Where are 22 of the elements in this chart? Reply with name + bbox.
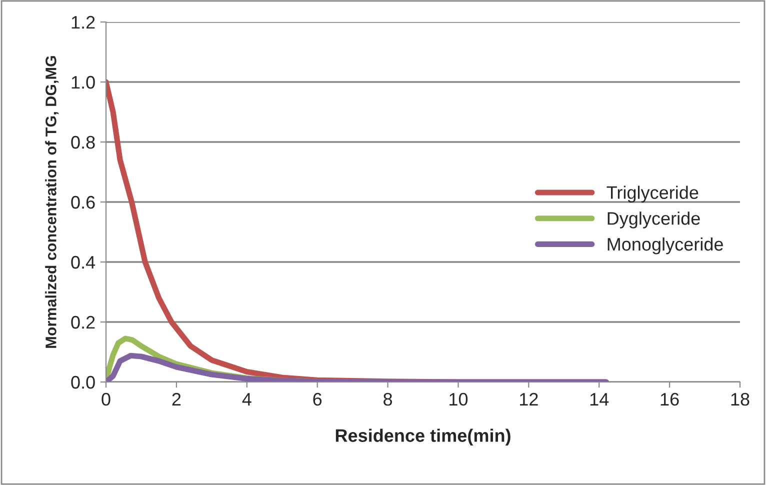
x-tick-label: 6 [313, 392, 322, 406]
legend-label: Monoglyceride [608, 237, 723, 254]
legend-label: Dyglyceride [608, 212, 700, 228]
y-tick-label: 0.6 [71, 196, 95, 209]
x-tick-label: 18 [731, 392, 750, 406]
y-tick-label: 1.2 [72, 16, 95, 29]
x-tick-label: 4 [242, 393, 252, 406]
x-tick-label: 2 [172, 392, 181, 406]
y-tick-label: 0.4 [71, 256, 96, 269]
y-tick-label: 0.8 [71, 136, 95, 149]
x-tick-label: 14 [590, 393, 609, 406]
y-axis-title: Mormalized concentration of TG, DG,MG [45, 56, 59, 348]
x-tick-label: 0 [102, 392, 110, 406]
y-tick-label: 0.2 [71, 316, 95, 329]
x-tick-label: 16 [660, 392, 679, 406]
y-tick-label: 0.0 [71, 376, 95, 389]
x-tick-label: 8 [384, 392, 392, 406]
x-tick-label: 10 [450, 392, 468, 406]
y-tick-label: 1.0 [72, 76, 95, 89]
x-tick-label: 12 [520, 392, 538, 406]
x-axis-title: Residence time(min) [336, 428, 510, 446]
legend-label: Triglyceride [606, 186, 698, 203]
